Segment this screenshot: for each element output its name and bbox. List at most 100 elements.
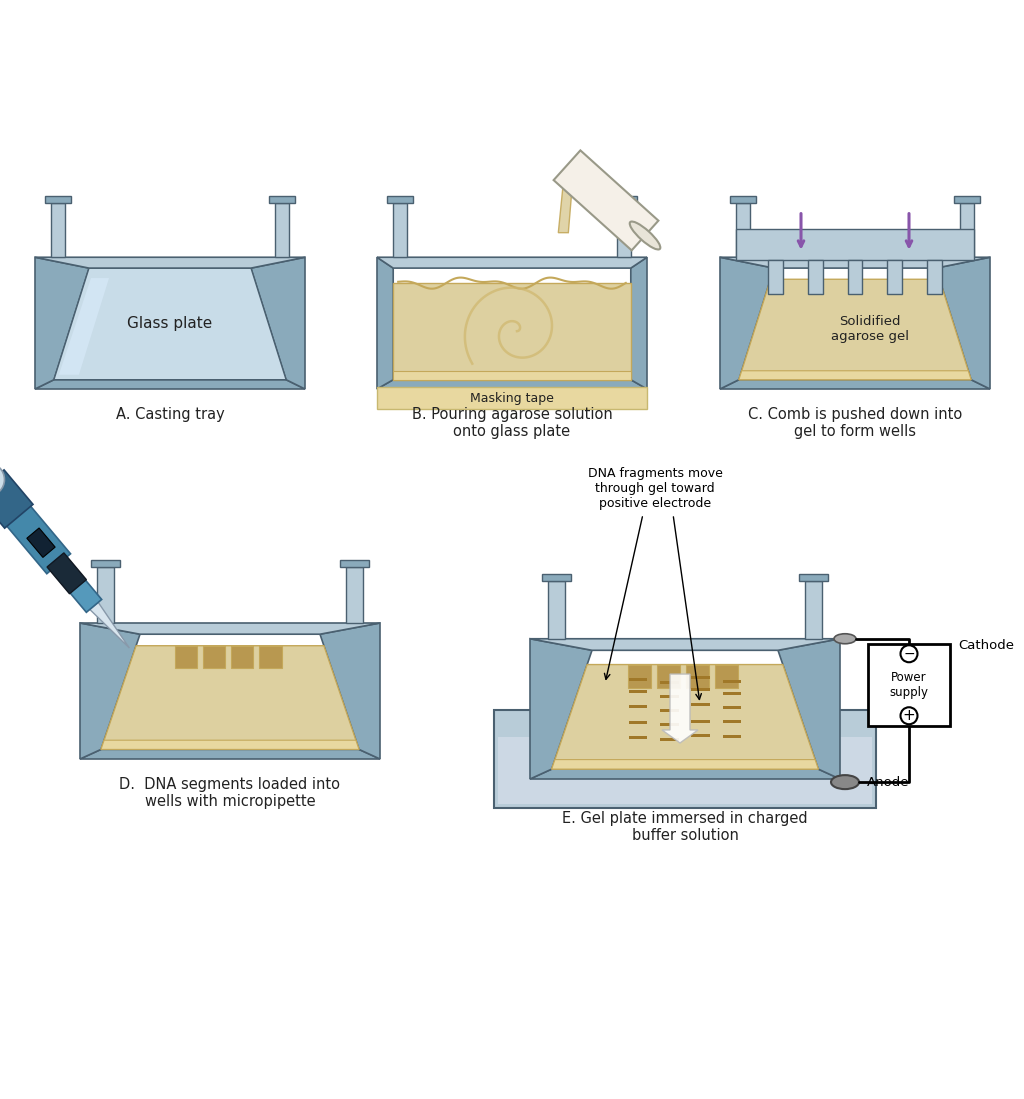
Bar	[723, 692, 741, 696]
FancyBboxPatch shape	[868, 644, 950, 725]
Bar	[542, 574, 570, 581]
Polygon shape	[778, 639, 840, 779]
Bar	[729, 196, 757, 203]
Bar	[377, 388, 647, 409]
Bar	[808, 260, 823, 295]
Polygon shape	[101, 741, 359, 750]
Bar	[629, 690, 647, 692]
Bar	[927, 260, 942, 295]
Bar	[628, 665, 651, 688]
Bar	[203, 646, 225, 668]
Bar	[392, 203, 408, 257]
Bar	[44, 196, 72, 203]
Text: Masking tape: Masking tape	[470, 392, 554, 404]
Text: Solidified
agarose gel: Solidified agarose gel	[831, 315, 909, 344]
Polygon shape	[0, 470, 33, 529]
Text: E. Gel plate immersed in charged
buffer solution: E. Gel plate immersed in charged buffer …	[562, 811, 808, 843]
Bar	[610, 196, 638, 203]
Polygon shape	[530, 639, 592, 779]
Bar	[259, 646, 282, 668]
Bar	[629, 678, 647, 681]
Bar	[887, 260, 902, 295]
Polygon shape	[377, 257, 393, 389]
Circle shape	[900, 708, 918, 724]
Bar	[660, 709, 679, 712]
Polygon shape	[552, 665, 818, 769]
Bar	[386, 196, 414, 203]
Bar	[657, 665, 680, 688]
Text: −: −	[903, 646, 914, 660]
Bar	[629, 736, 647, 740]
Polygon shape	[90, 602, 129, 648]
Polygon shape	[377, 379, 647, 389]
Bar	[691, 703, 710, 706]
Bar	[848, 260, 862, 295]
Polygon shape	[495, 710, 876, 808]
Bar	[340, 559, 369, 567]
Bar	[686, 665, 710, 688]
Ellipse shape	[834, 634, 856, 644]
Polygon shape	[530, 769, 840, 779]
Bar	[691, 676, 710, 678]
FancyArrow shape	[662, 674, 698, 743]
Polygon shape	[35, 379, 305, 389]
Circle shape	[900, 645, 918, 663]
Polygon shape	[739, 279, 971, 379]
Bar	[805, 581, 822, 639]
Bar	[346, 567, 362, 623]
Bar	[799, 574, 828, 581]
Bar	[735, 203, 751, 257]
Bar	[723, 721, 741, 723]
Text: Cathode: Cathode	[958, 640, 1014, 652]
Polygon shape	[377, 257, 647, 268]
Bar	[274, 203, 290, 257]
Bar	[723, 679, 741, 682]
Polygon shape	[80, 750, 380, 759]
Polygon shape	[251, 257, 305, 389]
Ellipse shape	[831, 775, 859, 789]
Polygon shape	[393, 282, 631, 379]
Polygon shape	[5, 504, 71, 574]
Polygon shape	[101, 646, 359, 750]
Polygon shape	[27, 528, 55, 557]
Ellipse shape	[630, 222, 660, 249]
Polygon shape	[35, 257, 305, 268]
Text: Anode: Anode	[867, 776, 909, 789]
Bar	[768, 260, 783, 295]
Polygon shape	[29, 531, 101, 612]
Polygon shape	[393, 370, 631, 379]
Polygon shape	[47, 553, 86, 593]
Bar	[616, 203, 632, 257]
Polygon shape	[530, 639, 840, 651]
Bar	[629, 721, 647, 724]
Text: C. Comb is pushed down into
gel to form wells: C. Comb is pushed down into gel to form …	[748, 407, 963, 440]
Text: Glass plate: Glass plate	[127, 317, 213, 332]
Bar	[231, 646, 254, 668]
Polygon shape	[319, 623, 380, 759]
Bar	[715, 665, 738, 688]
Bar	[660, 695, 679, 698]
Polygon shape	[720, 257, 774, 389]
Polygon shape	[720, 379, 990, 389]
Bar	[175, 646, 198, 668]
Bar	[660, 723, 679, 726]
Bar	[691, 720, 710, 722]
Text: DNA fragments move
through gel toward
positive electrode: DNA fragments move through gel toward po…	[588, 467, 723, 510]
Bar	[723, 707, 741, 709]
Bar	[548, 581, 565, 639]
Text: D.  DNA segments loaded into
wells with micropipette: D. DNA segments loaded into wells with m…	[120, 777, 341, 809]
Polygon shape	[631, 257, 647, 389]
Polygon shape	[936, 257, 990, 389]
Bar	[660, 681, 679, 685]
Text: B. Pouring agarose solution
onto glass plate: B. Pouring agarose solution onto glass p…	[412, 407, 612, 440]
Bar	[97, 567, 114, 623]
Polygon shape	[739, 370, 971, 379]
Polygon shape	[720, 257, 990, 268]
Polygon shape	[80, 623, 140, 759]
Polygon shape	[558, 173, 573, 233]
Bar	[953, 196, 980, 203]
Bar	[660, 737, 679, 741]
Bar	[736, 230, 974, 260]
Bar	[723, 735, 741, 739]
Bar	[629, 704, 647, 708]
